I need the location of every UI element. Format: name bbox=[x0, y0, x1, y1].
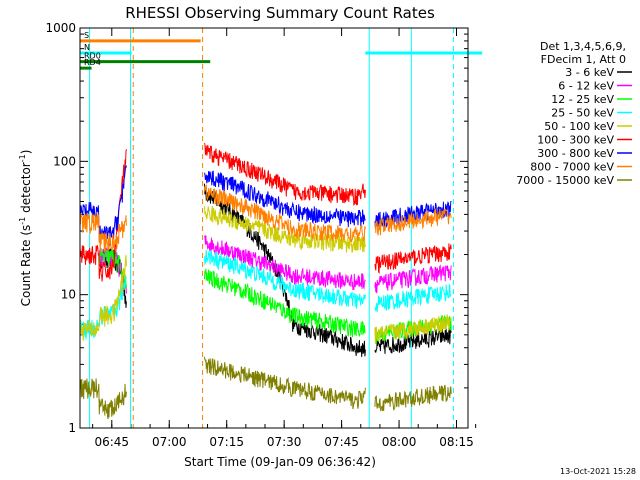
series-line-main bbox=[204, 356, 366, 410]
series-line-late bbox=[374, 314, 452, 344]
legend-item-label: 6 - 12 keV bbox=[558, 80, 614, 93]
x-tick-label: 06:45 bbox=[94, 435, 129, 449]
legend-item-label: 7000 - 15000 keV bbox=[516, 174, 614, 187]
x-tick-label: 08:00 bbox=[382, 435, 417, 449]
series-line-early bbox=[79, 255, 127, 341]
plot-area: 06:45 07:00 07:15 07:30 07:45 08:00 08:15 1 10 10… bbox=[45, 21, 483, 449]
chart-title: RHESSI Observing Summary Count Rates bbox=[125, 4, 435, 22]
x-tick-label: 07:15 bbox=[209, 435, 244, 449]
series-line-late bbox=[374, 283, 452, 313]
flag-bar-label: N bbox=[84, 43, 90, 52]
legend-item-label: 100 - 300 keV bbox=[537, 134, 614, 147]
y-axis-label-part: detector bbox=[19, 162, 33, 217]
y-tick-label: 10 bbox=[61, 288, 76, 302]
series-line-early bbox=[79, 212, 127, 254]
y-tick-label: 1 bbox=[68, 421, 76, 435]
series-line-main bbox=[204, 170, 366, 228]
x-tick-label: 07:45 bbox=[324, 435, 359, 449]
plot-frame bbox=[79, 27, 469, 429]
series-line-main bbox=[204, 249, 366, 309]
y-axis-label-part: -1 bbox=[18, 154, 27, 162]
y-axis-label-part: ) bbox=[19, 150, 33, 155]
legend-item-label: 3 - 6 keV bbox=[565, 66, 614, 79]
legend-item-label: 800 - 7000 keV bbox=[530, 161, 614, 174]
legend-item-label: 12 - 25 keV bbox=[551, 93, 614, 106]
series-line-main bbox=[204, 235, 366, 291]
series-line-main bbox=[204, 268, 366, 338]
series-line-late bbox=[374, 264, 452, 294]
flag-bar-label: RD0 bbox=[84, 52, 101, 61]
x-axis-label: Start Time (09-Jan-09 06:36:42) bbox=[184, 455, 376, 469]
series-line-main bbox=[204, 184, 366, 243]
x-tick-label: 07:30 bbox=[267, 435, 302, 449]
x-tick-label: 08:15 bbox=[439, 435, 474, 449]
series-line-late bbox=[374, 327, 452, 354]
series-line-main bbox=[204, 142, 366, 206]
series-line-early bbox=[79, 378, 127, 420]
flag-bar-label: S bbox=[84, 31, 89, 40]
flag-bar-label: RD4 bbox=[84, 58, 101, 67]
y-tick-label: 100 bbox=[53, 154, 76, 168]
y-axis-label-part: Count Rate (s bbox=[19, 225, 33, 307]
legend-header-line: FDecim 1, Att 0 bbox=[541, 53, 626, 66]
y-axis-label: Count Rate (s-1 detector-1) bbox=[18, 150, 33, 307]
legend-item-label: 300 - 800 keV bbox=[537, 147, 614, 160]
x-tick-label: 07:00 bbox=[152, 435, 187, 449]
series-line-late bbox=[374, 243, 452, 274]
series-line-late bbox=[374, 384, 452, 412]
y-tick-label: 1000 bbox=[45, 21, 76, 35]
legend-item-label: 25 - 50 keV bbox=[551, 107, 614, 120]
series-line-late bbox=[374, 208, 452, 236]
legend-header-line: Det 1,3,4,5,6,9, bbox=[540, 40, 626, 53]
legend-item-label: 50 - 100 keV bbox=[544, 120, 614, 133]
timestamp: 13-Oct-2021 15:28 bbox=[560, 467, 636, 476]
series-line-main bbox=[204, 206, 366, 253]
y-axis-label-part: -1 bbox=[18, 217, 27, 225]
